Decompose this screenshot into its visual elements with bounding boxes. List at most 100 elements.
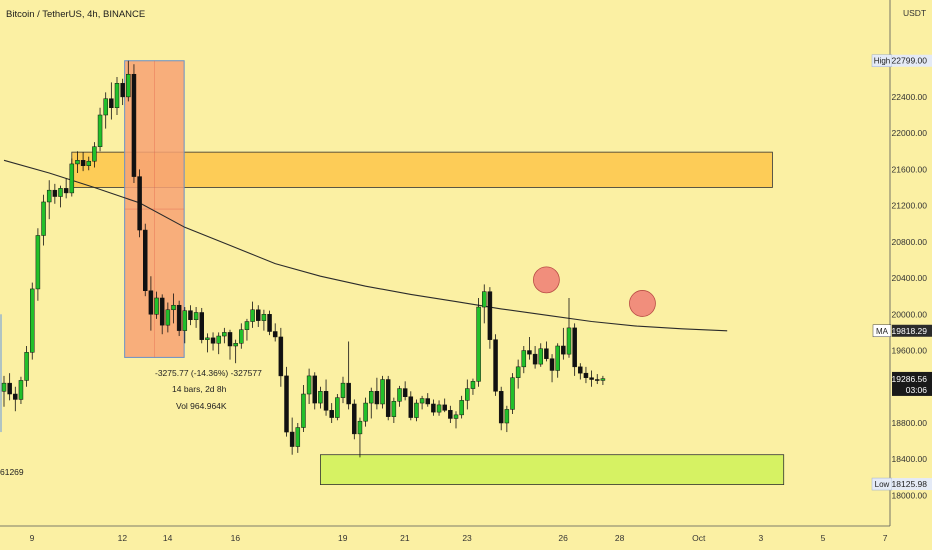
ma-tag-box (872, 324, 892, 338)
x-tick-label: 28 (615, 533, 625, 543)
candle-bull (510, 377, 515, 410)
candle-bear (583, 372, 589, 378)
candle-bear (199, 312, 204, 340)
candle-bull (193, 312, 199, 320)
candle-bull (233, 343, 238, 347)
left-edge-box (0, 314, 2, 433)
candle-bull (459, 400, 464, 416)
candle-bear (7, 382, 12, 395)
y-tick-label: 18000.00 (892, 490, 928, 500)
high-value-box (892, 54, 932, 67)
last-price-value: 19286.56 (892, 374, 928, 384)
chart-title: Bitcoin / TetherUS, 4h, BINANCE (6, 9, 146, 20)
candle-bear (188, 310, 193, 320)
candle-bull (41, 201, 46, 236)
candle-bull (24, 352, 29, 381)
candle-bear (578, 366, 583, 374)
candle-bear (589, 377, 594, 380)
candle-bear (572, 327, 577, 368)
candle-bull (453, 414, 459, 419)
candle-bull (69, 163, 75, 194)
candle-bear (431, 403, 436, 413)
candle-bear (120, 83, 125, 98)
candle-bull (363, 402, 368, 422)
candle-bull (476, 306, 481, 382)
moving-average-line (3, 159, 728, 332)
highlight-circle (533, 266, 560, 294)
candle-bear (408, 396, 414, 418)
candle-bear (544, 348, 549, 359)
x-tick-label: 23 (462, 533, 472, 543)
candle-bear (352, 403, 357, 435)
ma-tag: MA (876, 327, 889, 336)
candle-bear (442, 404, 447, 411)
candle-bear (272, 331, 278, 338)
candle-bull (103, 98, 108, 116)
candle-bull (250, 309, 255, 322)
candle-bull (165, 309, 171, 326)
candle-bull (114, 83, 120, 109)
x-tick-label: 14 (163, 533, 173, 543)
candle-bull (222, 332, 227, 337)
low-value-box (892, 478, 932, 491)
candle-bear (227, 332, 233, 347)
candle-bear (131, 73, 137, 177)
candle-bear (374, 391, 380, 405)
y-tick-label: 21600.00 (892, 164, 928, 174)
candle-bull (504, 409, 510, 424)
candle-bull (380, 379, 385, 405)
high-value: 22799.00 (892, 56, 928, 66)
candle-bear (329, 410, 334, 418)
candle-bear (402, 388, 408, 397)
candle-bear (498, 391, 504, 424)
candle-bull (216, 335, 221, 344)
candle-bear (148, 290, 154, 315)
candle-bear (143, 229, 148, 291)
candle-bear (595, 379, 600, 381)
last-price-box (892, 371, 932, 396)
ma-value: 19818.29 (892, 326, 928, 336)
candle-bull (482, 291, 487, 308)
candle-bear (256, 309, 261, 321)
candle-bear (278, 336, 284, 377)
y-tick-label: 20000.00 (892, 309, 928, 319)
x-tick-label: 3 (758, 533, 763, 543)
candle-bear (549, 358, 555, 371)
low-tag: Low (875, 480, 890, 489)
ma-value-box (892, 324, 932, 337)
candle-bull (154, 297, 159, 315)
candle-bull (295, 427, 301, 447)
low-value: 18125.98 (892, 479, 928, 489)
candle-bull (515, 366, 521, 378)
candle-bull (419, 398, 425, 404)
left-edge-value: 61269 (0, 467, 24, 477)
x-tick-label: 21 (400, 533, 410, 543)
x-tick-label: 16 (231, 533, 241, 543)
y-tick-label: 21200.00 (892, 201, 928, 211)
candle-bull (171, 304, 176, 311)
y-tick-label: 22400.00 (892, 92, 928, 102)
candle-bull (465, 388, 470, 401)
y-tick-label: 20400.00 (892, 273, 928, 283)
y-tick-label: 19600.00 (892, 346, 928, 356)
candle-bull (414, 402, 419, 418)
candle-bear (448, 410, 453, 419)
candle-bull (182, 310, 188, 331)
candle-bear (159, 297, 165, 326)
candle-bear (312, 375, 317, 404)
measure-bars: 14 bars, 2d 8h (172, 384, 227, 394)
candle-bear (561, 345, 566, 355)
candle-bull (470, 381, 476, 389)
highlight-circle (629, 290, 656, 317)
candle-bull (306, 375, 312, 395)
candle-bull (301, 393, 306, 428)
high-tag: High (874, 57, 890, 66)
candle-bear (176, 304, 182, 331)
candle-bear (267, 314, 272, 332)
measure-change: -3275.77 (-14.36%) -327577 (155, 368, 262, 378)
y-tick-label: 20800.00 (892, 237, 928, 247)
candle-bull (521, 350, 527, 368)
candle-bear (493, 339, 498, 392)
candle-bear (109, 98, 114, 109)
